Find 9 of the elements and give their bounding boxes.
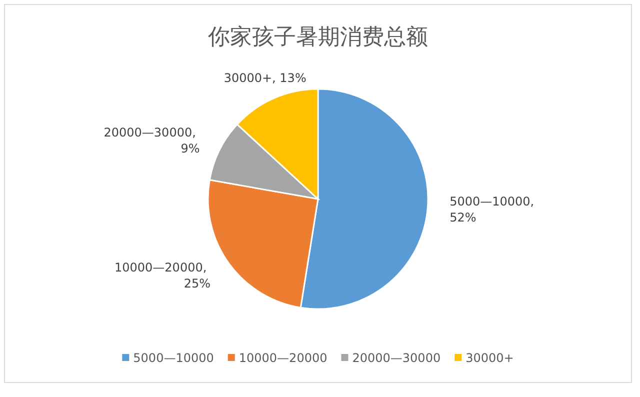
data-label: 5000—10000, 52% [450, 194, 538, 224]
chart-title: 你家孩子暑期消费总额 [207, 25, 428, 50]
data-label: 10000—20000, 25% [114, 260, 210, 291]
legend-label: 10000—20000 [238, 351, 328, 365]
legend-label: 30000+ [466, 351, 514, 365]
data-label: 20000—30000, 9% [104, 125, 200, 156]
legend-label: 5000—10000 [133, 351, 214, 365]
data-label: 30000+, 13% [224, 71, 306, 86]
legend-label: 20000—30000 [352, 351, 441, 365]
